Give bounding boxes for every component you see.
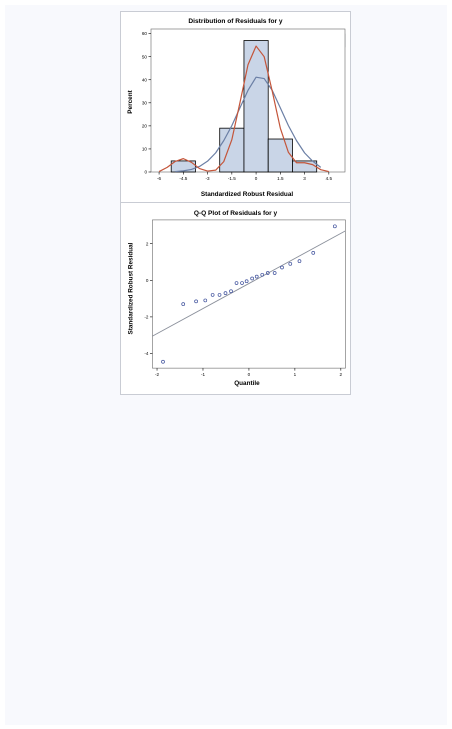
qq-point-8 [234, 281, 239, 285]
qq-x-tick-1: -1 [201, 372, 206, 377]
qq-x-tick-2: 0 [248, 372, 251, 377]
histogram-y-tick-5: 50 [142, 54, 148, 59]
qq-point-16 [280, 265, 284, 270]
histogram-x-tick-4: 0 [255, 176, 258, 181]
qq-y-tick-2: 0 [146, 278, 149, 283]
page-background: Distribution of Residuals for y Standard… [5, 5, 447, 725]
histogram-x-tick-0: -6 [157, 176, 162, 181]
histogram-x-axis-label: Standardized Robust Residual [201, 191, 294, 198]
histogram-y-tick-3: 30 [142, 100, 148, 105]
histogram-y-tick-2: 20 [142, 123, 148, 128]
histogram-y-tick-4: 40 [142, 77, 148, 82]
qq-y-tick-0: -4 [144, 351, 149, 356]
qq-point-9 [240, 281, 244, 285]
qq-point-2 [194, 299, 198, 304]
histogram-normal-curve [175, 76, 322, 173]
qq-point-20 [333, 224, 337, 229]
histogram-kernel-curve [158, 45, 329, 173]
histogram-chart: Distribution of Residuals for y Standard… [127, 18, 346, 198]
qq-point-13 [260, 272, 265, 277]
qq-reference-line [152, 230, 346, 337]
qq-point-6 [223, 291, 228, 295]
qq-point-1 [181, 302, 186, 306]
qq-point-19 [311, 251, 316, 255]
qq-title: Q-Q Plot of Residuals for y [194, 210, 278, 217]
qq-point-17 [288, 261, 293, 266]
histogram-bar-3 [243, 40, 269, 173]
histogram-y-tick-1: 10 [142, 147, 148, 152]
histogram-y-tick-6: 60 [142, 31, 148, 36]
histogram-x-tick-5: 1.5 [277, 176, 284, 181]
qq-x-tick-4: 2 [340, 372, 343, 377]
qq-point-3 [203, 298, 208, 303]
qq-y-tick-1: -2 [144, 314, 149, 319]
histogram-bar-2 [219, 127, 245, 173]
histogram-y-tick-0: 0 [144, 170, 147, 175]
qq-point-4 [210, 293, 215, 297]
qq-x-tick-3: 1 [294, 372, 297, 377]
histogram-y-axis-label: Percent [127, 89, 134, 113]
qq-point-12 [254, 274, 259, 279]
qq-point-15 [272, 271, 277, 275]
qq-point-14 [265, 271, 270, 275]
qq-plot-chart: Q-Q Plot of Residuals for y Quantile Sta… [121, 202, 350, 387]
histogram-x-tick-3: -1.5 [228, 176, 236, 181]
qq-y-axis-label: Standardized Robust Residual [128, 242, 135, 334]
chart-panel: Distribution of Residuals for y Standard… [120, 11, 351, 395]
histogram-title: Distribution of Residuals for y [188, 18, 282, 25]
histogram-x-tick-2: -3 [206, 176, 211, 181]
qq-x-tick-0: -2 [155, 372, 160, 377]
histogram-x-tick-6: 3 [303, 176, 306, 181]
histogram-x-tick-7: 4.5 [326, 176, 333, 181]
histogram-x-tick-1: -4.5 [179, 176, 187, 181]
qq-point-7 [229, 289, 233, 294]
qq-point-0 [161, 359, 165, 364]
qq-point-11 [250, 276, 254, 281]
histogram-bar-4 [267, 138, 293, 173]
qq-x-axis-label: Quantile [234, 380, 260, 387]
qq-y-tick-3: 2 [146, 241, 149, 246]
qq-point-18 [297, 259, 302, 263]
qq-point-5 [217, 293, 222, 297]
qq-plot-frame [152, 219, 346, 369]
qq-point-10 [244, 279, 249, 284]
